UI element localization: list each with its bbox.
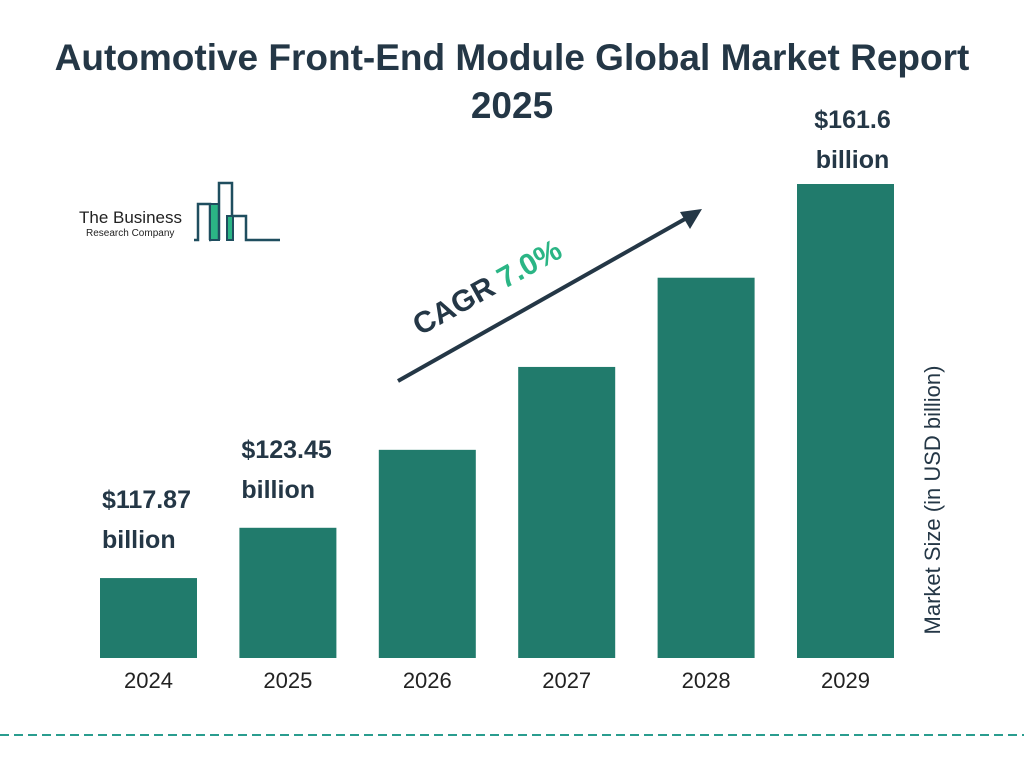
cagr-arrow (397, 209, 702, 383)
x-tick-label: 2029 (821, 668, 870, 693)
bar-2028 (657, 277, 755, 658)
data-label: $117.87 (102, 486, 191, 514)
logo-line2: Research Company (86, 228, 174, 239)
data-label: billion (241, 476, 315, 504)
bar-2029 (797, 184, 894, 658)
bar-2027 (518, 366, 616, 658)
x-tick-label: 2024 (124, 668, 173, 693)
x-tick-label: 2025 (263, 668, 312, 693)
data-label: billion (816, 146, 890, 174)
logo: The Business Research Company (79, 181, 280, 242)
data-label: $123.45 (241, 436, 331, 464)
x-tick-label: 2027 (542, 668, 591, 693)
y-axis-label: Market Size (in USD billion) (920, 366, 945, 635)
x-tick-label: 2028 (682, 668, 731, 693)
data-label: $161.6 (814, 106, 890, 134)
cagr-label: CAGR7.0% (407, 233, 567, 342)
bar-2025 (239, 527, 337, 658)
chart-title: Automotive Front-End Module Global Marke… (54, 37, 970, 126)
logo-line1: The Business (79, 208, 182, 227)
bar-2026 (378, 449, 476, 658)
data-label: billion (102, 526, 176, 554)
x-tick-label: 2026 (403, 668, 452, 693)
bar-2024 (100, 578, 197, 658)
